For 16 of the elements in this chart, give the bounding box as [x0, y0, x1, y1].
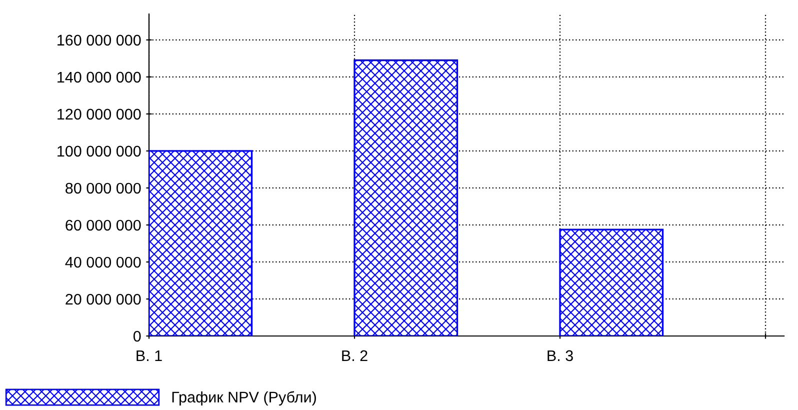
y-tick-label: 20 000 000: [66, 294, 141, 305]
bar: [149, 150, 253, 336]
y-tick-label: 80 000 000: [66, 182, 141, 194]
y-tick-label: 100 000 000: [58, 146, 141, 157]
y-tick-label: 0: [133, 330, 141, 342]
x-tick-label: В. 1: [136, 350, 162, 361]
y-tick-label: 140 000 000: [58, 72, 141, 83]
y-tick-label: 160 000 000: [58, 34, 141, 46]
x-tick-label: В. 3: [548, 350, 573, 362]
bar: [559, 228, 664, 336]
y-tick-label: 60 000 000: [66, 220, 141, 231]
y-tick-label: 40 000 000: [65, 256, 141, 268]
text: График NPV (Рубли): [172, 391, 316, 406]
bar: [354, 59, 458, 336]
x-tick-label: В. 2: [342, 350, 368, 361]
y-tick-label: 120 000 000: [58, 108, 141, 120]
